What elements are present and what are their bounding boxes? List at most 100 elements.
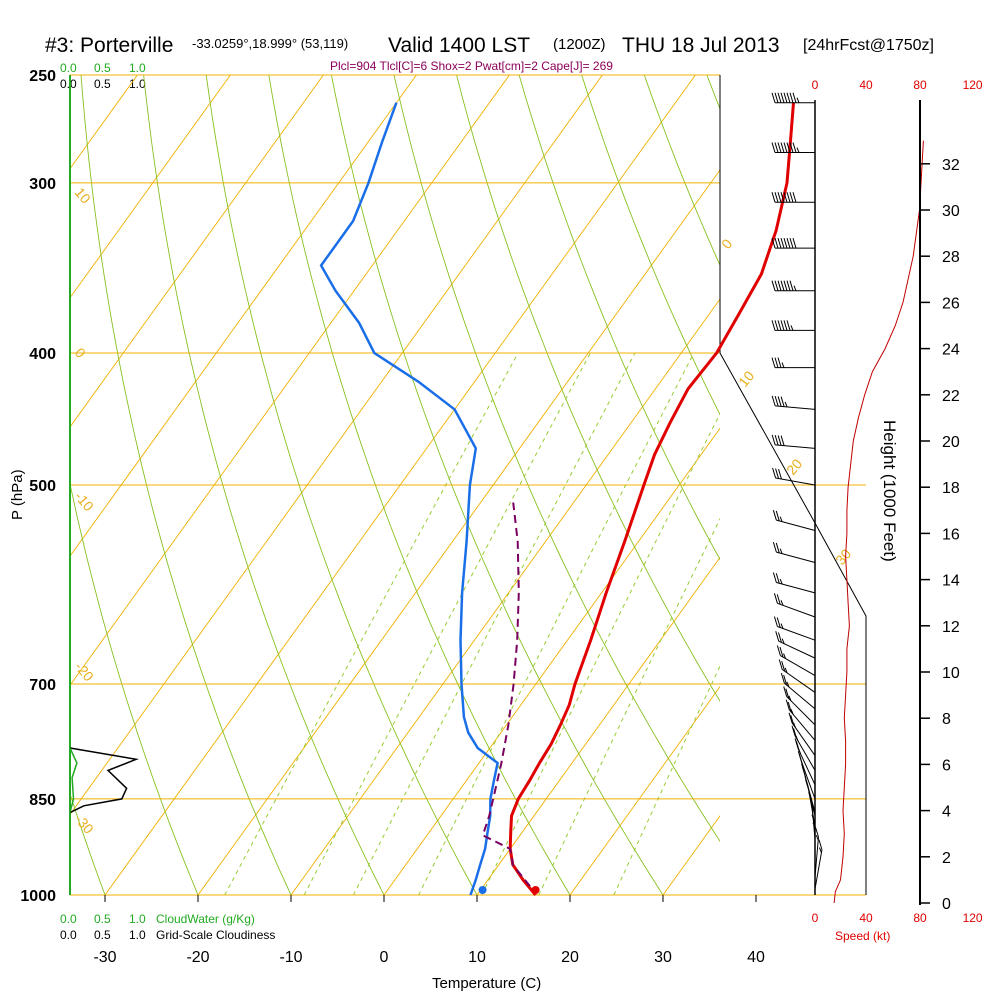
- wind-barb-feather: [774, 320, 779, 331]
- wind-barb-staff: [788, 709, 816, 741]
- wind-barb: [771, 357, 815, 369]
- height-tick-label: 8: [942, 711, 951, 728]
- wind-barb-half-feather: [798, 748, 802, 755]
- wind-barb-feather: [783, 192, 788, 203]
- speed-tick-bottom: 120: [963, 911, 983, 925]
- title-station: #3: Porterville: [45, 34, 173, 57]
- wind-barbs: [771, 92, 823, 890]
- wind-barb: [771, 434, 816, 449]
- temperature-tick-label: 40: [747, 949, 765, 966]
- wind-barb-half-feather: [800, 761, 804, 768]
- height-tick-label: 10: [942, 665, 960, 682]
- isotherm: [849, 75, 1000, 895]
- isotherm-label: 30: [832, 546, 854, 568]
- wind-barb-feather: [786, 192, 791, 203]
- title-valid: Valid 1400 LST: [388, 34, 530, 57]
- wind-barb-feather: [780, 92, 785, 103]
- speed-tick-top: 0: [812, 78, 819, 92]
- wind-barb-feather: [775, 468, 780, 479]
- dry-adiabat: [957, 75, 1000, 895]
- dry-adiabat: [80, 75, 292, 895]
- wind-barb-staff: [780, 655, 816, 676]
- wind-barb-feather: [777, 632, 782, 643]
- wind-barb-feather: [789, 192, 794, 203]
- wind-barb-feather: [777, 435, 782, 446]
- wind-barb-half-feather: [793, 722, 796, 728]
- cloudiness-axis-title: Grid-Scale Cloudiness: [156, 928, 275, 942]
- wind-barb-feather: [786, 92, 791, 103]
- temperature-tick-label: 10: [468, 949, 486, 966]
- cloud-water-top-ticks: 0.0 0.5 1.0: [60, 61, 146, 75]
- height-tick-label: 2: [942, 850, 951, 867]
- wind-barb-feather: [777, 396, 782, 407]
- mixing-ratio-line: [481, 412, 720, 895]
- wind-barb: [783, 686, 816, 726]
- cloudiness-top-tick: 0.0: [60, 77, 77, 91]
- wind-barb-staff: [786, 696, 816, 726]
- height-tick-label: 16: [942, 526, 960, 543]
- mixing-ratio-label: 5: [407, 906, 424, 920]
- wind-barb: [776, 645, 816, 676]
- pressure-tick-label: 850: [29, 792, 56, 809]
- pressure-tick-label: 1000: [20, 888, 56, 905]
- wind-barb-feather: [780, 435, 785, 446]
- height-tick-label: 28: [942, 249, 960, 266]
- wind-barb-feather: [783, 237, 788, 249]
- wind-barb-half-feather: [790, 325, 794, 331]
- wind-barb-staff: [800, 761, 816, 800]
- mixing-ratio-line: [538, 517, 720, 895]
- wind-barb-half-feather: [784, 667, 788, 674]
- speed-tick-bottom: 0: [812, 911, 819, 925]
- wind-barb-feather: [772, 467, 777, 479]
- wind-barb-feather: [771, 357, 776, 368]
- mixing-ratio-lines: 1 2 3 5 8 12 20: [224, 352, 720, 920]
- wind-barb-half-feather: [790, 709, 794, 715]
- wind-barb-feather: [771, 280, 776, 291]
- wind-barb: [773, 593, 816, 618]
- mixing-ratio-line: [613, 664, 720, 895]
- dry-adiabat: [456, 75, 720, 703]
- wind-barb-half-feather: [783, 653, 787, 659]
- wind-barb-feather: [785, 699, 790, 710]
- wind-barb-feather: [773, 616, 778, 627]
- wind-barb-half-feather: [793, 285, 797, 291]
- wind-barb-feather: [783, 674, 788, 686]
- wind-barb-half-feather: [796, 147, 800, 153]
- temperature-line: [508, 102, 795, 896]
- wind-barb-feather: [808, 789, 812, 800]
- dewpoint-line: [319, 102, 499, 896]
- wind-barb-feather: [776, 594, 781, 605]
- wind-barb-feather: [791, 725, 796, 736]
- temperature-tick-label: -10: [279, 949, 302, 966]
- wind-barb: [794, 738, 816, 785]
- wind-barb-staff: [775, 477, 816, 486]
- wind-barb-feather: [780, 192, 785, 203]
- cloud-profiles: [69, 747, 139, 814]
- wind-barb: [771, 192, 815, 203]
- height-axis-title: Height (1000 Feet): [880, 420, 899, 562]
- wind-barb-feather: [805, 779, 810, 790]
- wind-barb-feather: [772, 542, 777, 553]
- wind-barb-feather: [780, 142, 785, 153]
- speed-tick-top: 80: [913, 78, 927, 92]
- wind-barb-staff: [781, 669, 816, 693]
- wind-barb: [814, 826, 819, 878]
- wind-barb: [771, 237, 815, 249]
- wind-barb: [772, 542, 816, 563]
- dry-adiabat-lines: [70, 75, 1000, 895]
- parcel-params: Plcl=904 Tlcl[C]=6 Shox=2 Pwat[cm]=2 Cap…: [330, 59, 613, 73]
- height-tick-label: 18: [942, 480, 960, 497]
- cloud-profile-line: [69, 747, 78, 813]
- wind-barb-feather: [811, 814, 816, 825]
- wind-barb: [778, 659, 816, 693]
- wind-barb-feather: [771, 395, 776, 407]
- wind-barb-feather: [783, 320, 788, 331]
- cloud-water-bottom-tick: 0.0: [60, 912, 77, 926]
- speed-tick-top: 120: [963, 78, 983, 92]
- wind-barb-staff: [778, 640, 816, 659]
- wind-barb-feather: [774, 280, 779, 291]
- mixing-ratio-label: 12: [527, 899, 547, 919]
- wind-barb-feather: [771, 92, 776, 103]
